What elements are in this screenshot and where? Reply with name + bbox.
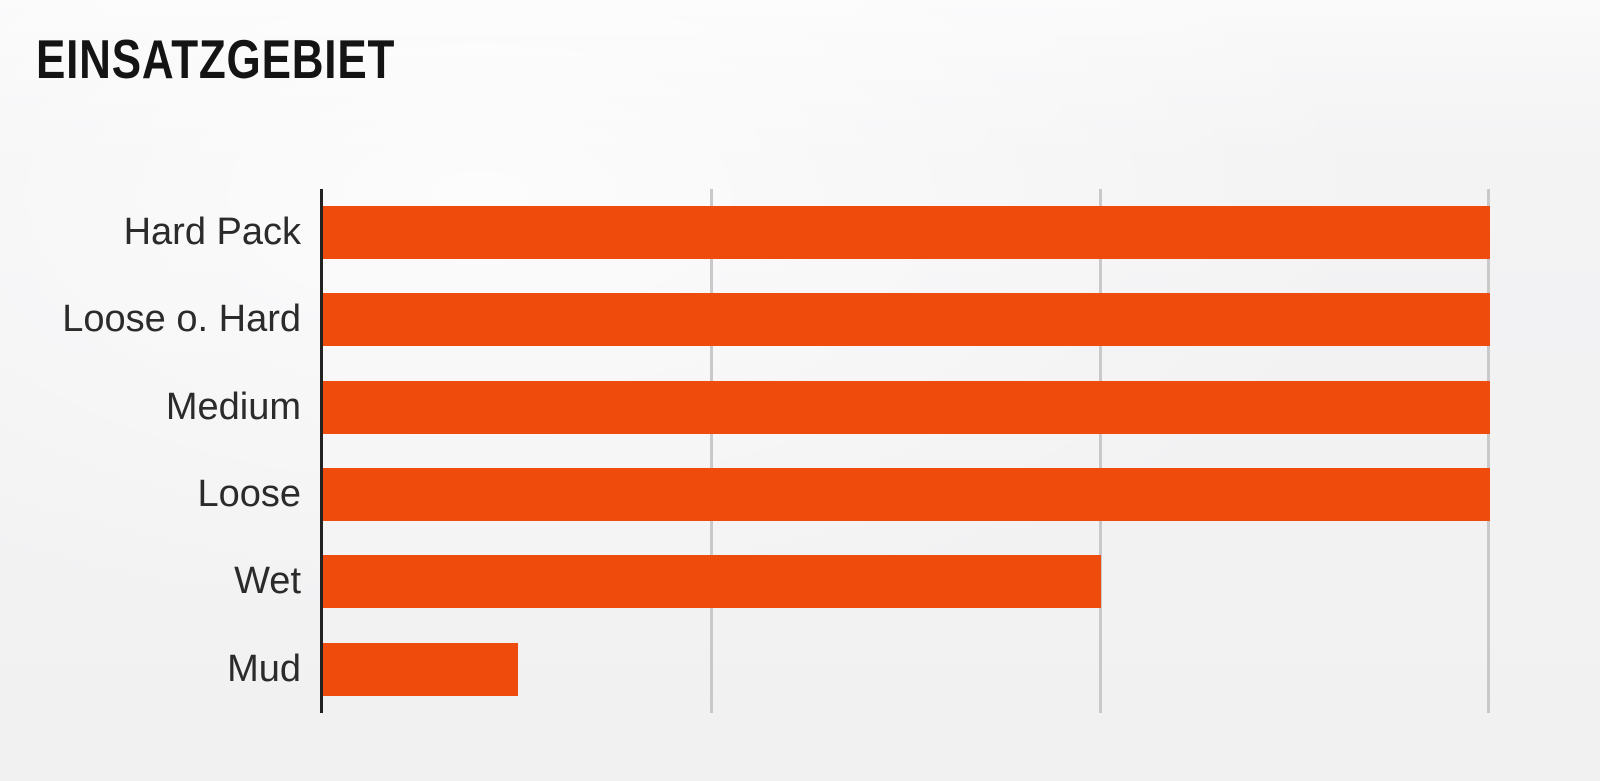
bar-wet: [323, 555, 1101, 609]
bar-chart: Hard Pack Loose o. Hard Medium Loose Wet Mud: [0, 189, 1490, 713]
gridline-6: [1487, 189, 1490, 713]
y-axis-line: [320, 189, 323, 713]
chart-title: EINSATZGEBIET: [36, 28, 396, 90]
bar-row-mud: [323, 626, 1490, 713]
bar-row-hard-pack: [323, 189, 1490, 276]
gridline-4: [1098, 189, 1102, 713]
category-axis-labels: Hard Pack Loose o. Hard Medium Loose Wet Mud: [0, 189, 323, 713]
category-label-loose: Loose: [197, 473, 301, 516]
plot-area: [320, 189, 1490, 713]
category-label-loose-o-hard: Loose o. Hard: [62, 298, 301, 341]
category-label-medium: Medium: [165, 385, 301, 428]
bar-mud: [323, 642, 518, 696]
bar-row-wet: [323, 538, 1490, 625]
bar-row-loose-o-hard: [323, 276, 1490, 363]
bar-row-medium: [323, 364, 1490, 451]
gridline-2: [709, 189, 713, 713]
category-label-hard-pack: Hard Pack: [123, 211, 301, 254]
bar-loose: [323, 468, 1490, 522]
category-label-mud: Mud: [227, 647, 301, 690]
bar-medium: [323, 380, 1490, 434]
bar-hard-pack: [323, 206, 1490, 260]
bar-rows: [323, 189, 1490, 713]
bar-loose-o-hard: [323, 293, 1490, 347]
category-label-wet: Wet: [234, 560, 301, 603]
bar-row-loose: [323, 451, 1490, 538]
